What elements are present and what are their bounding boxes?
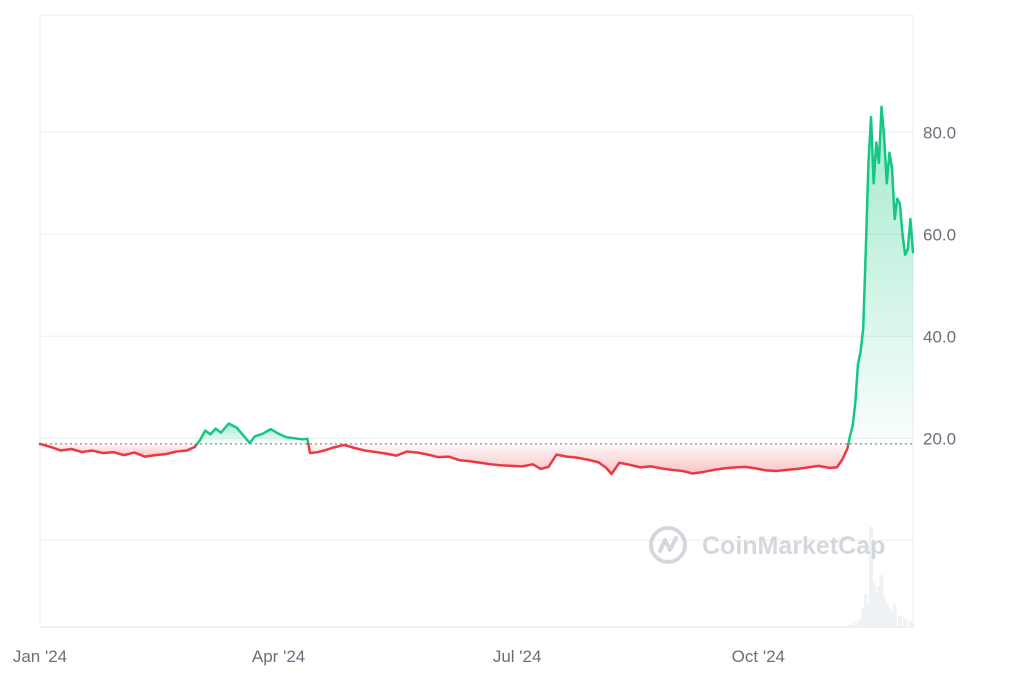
y-tick-label: 20.0 — [923, 429, 956, 448]
area-above-baseline — [848, 106, 913, 444]
volume-bar — [876, 586, 881, 627]
volume-bar — [887, 607, 892, 627]
volume-bar — [882, 597, 887, 627]
volume-bar — [874, 593, 879, 627]
volume-bar — [890, 612, 895, 627]
line-below-baseline — [38, 442, 199, 458]
line-above-baseline — [195, 422, 310, 446]
volume-bar — [879, 575, 884, 627]
volume-bar — [884, 603, 889, 627]
y-tick-label: 80.0 — [923, 123, 956, 142]
volume-bar — [863, 593, 868, 627]
price-series-line — [38, 105, 915, 476]
volume-bar — [871, 582, 876, 627]
y-axis-ticks: 20.0 40.0 60.0 80.0 — [923, 123, 956, 448]
volume-bar — [861, 608, 866, 627]
x-axis-ticks: Jan '24 Apr '24 Jul '24 Oct '24 — [13, 647, 785, 666]
gridlines — [39, 14, 914, 628]
x-tick-label: Apr '24 — [252, 647, 305, 666]
x-tick-label: Jul '24 — [493, 647, 542, 666]
volume-bar — [848, 624, 853, 627]
price-area-fills — [40, 106, 913, 474]
area-below-baseline — [40, 443, 198, 457]
volume-bar — [911, 623, 915, 627]
line-below-baseline — [307, 442, 850, 476]
volume-bar — [897, 615, 902, 627]
watermark: CoinMarketCap — [649, 526, 885, 564]
y-tick-label: 60.0 — [923, 225, 956, 244]
volume-bar — [892, 604, 897, 627]
volume-bar — [903, 618, 908, 627]
x-tick-label: Jan '24 — [13, 647, 67, 666]
area-below-baseline — [308, 443, 849, 474]
volume-bar — [908, 621, 913, 627]
line-above-baseline — [847, 105, 915, 446]
y-tick-label: 40.0 — [923, 327, 956, 346]
volume-bar — [869, 527, 874, 627]
volume-bars — [848, 527, 915, 627]
volume-bar — [858, 619, 863, 627]
volume-bar — [853, 622, 858, 627]
x-tick-label: Oct '24 — [732, 647, 785, 666]
volume-bar — [866, 603, 871, 627]
watermark-text: CoinMarketCap — [702, 532, 885, 560]
coinmarketcap-logo-icon — [649, 526, 687, 564]
